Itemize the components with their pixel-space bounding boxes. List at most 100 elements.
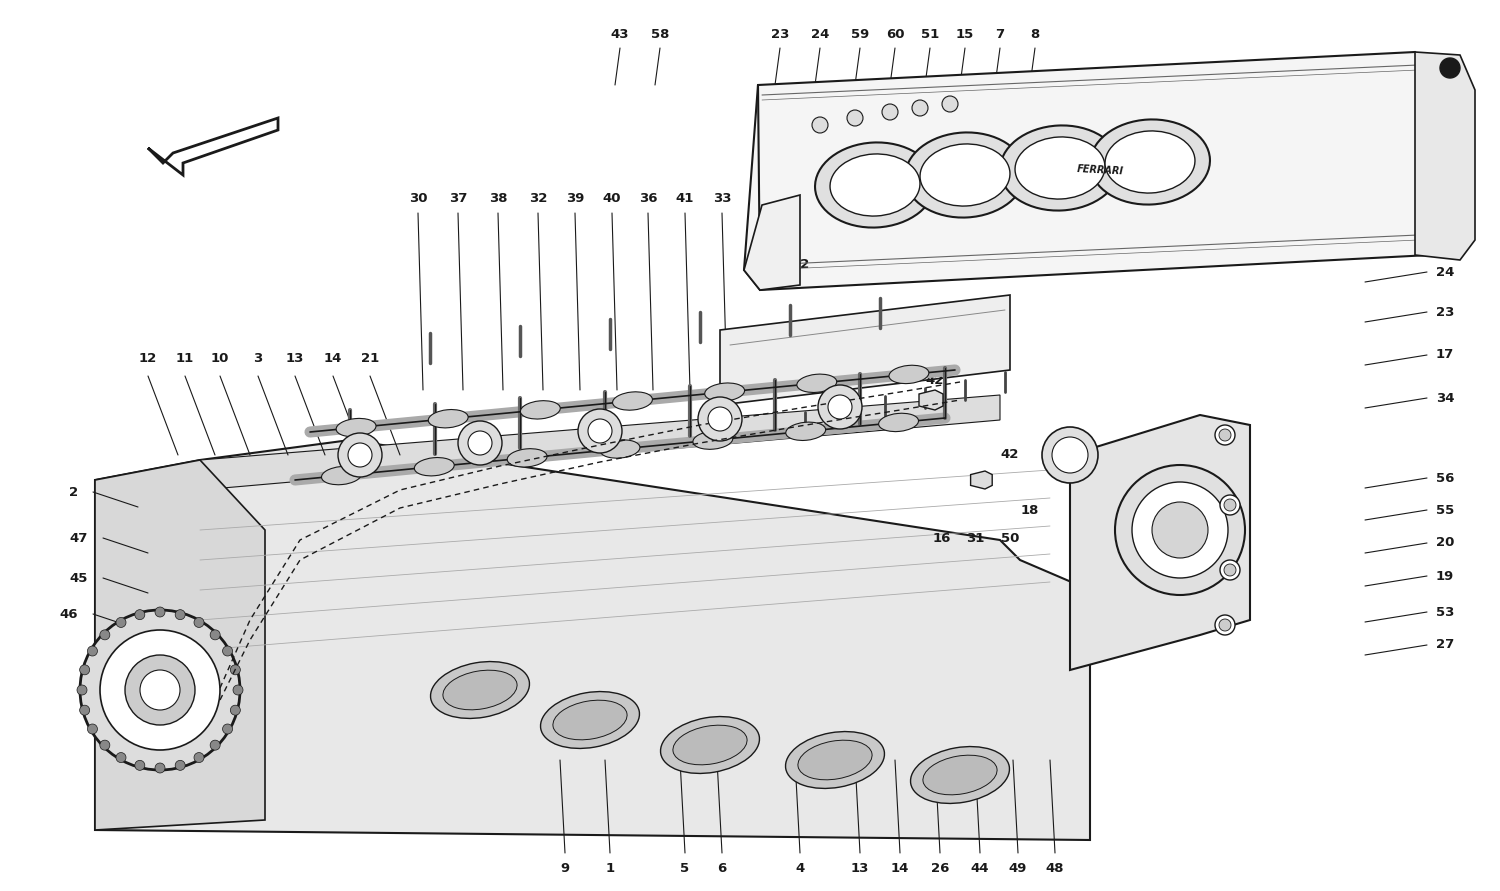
Circle shape: [76, 685, 87, 695]
Circle shape: [708, 407, 732, 431]
Circle shape: [210, 630, 220, 640]
Ellipse shape: [414, 458, 454, 476]
Circle shape: [210, 740, 220, 750]
Ellipse shape: [520, 401, 561, 419]
Text: 17: 17: [1436, 348, 1454, 362]
Ellipse shape: [321, 466, 362, 485]
Circle shape: [1152, 502, 1208, 558]
Text: 14: 14: [324, 352, 342, 364]
Polygon shape: [94, 440, 1090, 840]
Circle shape: [232, 685, 243, 695]
Ellipse shape: [910, 747, 1010, 804]
Circle shape: [100, 740, 109, 750]
Polygon shape: [94, 460, 266, 830]
Text: 41: 41: [676, 192, 694, 205]
Ellipse shape: [920, 144, 1010, 206]
Circle shape: [135, 760, 146, 771]
Text: 22: 22: [790, 258, 808, 272]
Circle shape: [812, 117, 828, 133]
Circle shape: [1042, 427, 1098, 483]
Text: 11: 11: [176, 352, 194, 364]
Text: 14: 14: [891, 862, 909, 874]
Circle shape: [588, 419, 612, 443]
Text: 16: 16: [933, 532, 951, 544]
Circle shape: [154, 607, 165, 617]
Ellipse shape: [430, 661, 530, 718]
Ellipse shape: [890, 365, 928, 384]
Text: 31: 31: [966, 532, 984, 544]
Ellipse shape: [660, 716, 759, 773]
Text: 44: 44: [970, 862, 990, 874]
Circle shape: [578, 409, 622, 453]
Circle shape: [1220, 560, 1240, 580]
Circle shape: [1224, 564, 1236, 576]
Text: 9: 9: [561, 862, 570, 874]
Polygon shape: [920, 390, 944, 410]
Ellipse shape: [815, 143, 934, 227]
Text: 25: 25: [1101, 603, 1119, 617]
Text: 15: 15: [956, 29, 974, 42]
Circle shape: [222, 646, 232, 656]
Text: 33: 33: [712, 192, 732, 205]
Polygon shape: [744, 195, 800, 290]
Text: 35: 35: [1112, 442, 1130, 454]
Ellipse shape: [879, 413, 918, 431]
Text: 13: 13: [850, 862, 868, 874]
Circle shape: [912, 100, 928, 116]
Text: 6: 6: [717, 862, 726, 874]
Circle shape: [338, 433, 382, 477]
Circle shape: [80, 705, 90, 715]
Circle shape: [1052, 437, 1088, 473]
Text: 36: 36: [639, 192, 657, 205]
Circle shape: [1114, 465, 1245, 595]
Ellipse shape: [442, 670, 518, 710]
Text: 60: 60: [885, 29, 904, 42]
Circle shape: [348, 443, 372, 467]
Text: 28: 28: [1226, 603, 1244, 617]
Text: 26: 26: [932, 862, 950, 874]
Circle shape: [140, 670, 180, 710]
Ellipse shape: [1090, 119, 1210, 205]
Circle shape: [847, 110, 862, 126]
Text: 39: 39: [566, 192, 584, 205]
Text: 2: 2: [69, 486, 78, 498]
Text: 43: 43: [610, 29, 630, 42]
Circle shape: [698, 397, 742, 441]
Text: 5: 5: [681, 862, 690, 874]
Circle shape: [176, 609, 184, 619]
Text: 55: 55: [1436, 503, 1454, 517]
Ellipse shape: [612, 392, 652, 410]
Ellipse shape: [1016, 137, 1106, 199]
Text: 4: 4: [795, 862, 804, 874]
Ellipse shape: [705, 383, 744, 401]
Circle shape: [100, 630, 109, 640]
Text: 19: 19: [1436, 569, 1454, 583]
Text: 27: 27: [1436, 639, 1454, 651]
Circle shape: [80, 665, 90, 674]
Circle shape: [942, 96, 958, 112]
Text: 23: 23: [1436, 306, 1454, 318]
Circle shape: [194, 753, 204, 763]
Text: 20: 20: [1436, 536, 1454, 550]
Text: 10: 10: [211, 352, 230, 364]
Text: 18: 18: [1022, 503, 1040, 517]
Circle shape: [194, 617, 204, 627]
Text: 23: 23: [771, 29, 789, 42]
Ellipse shape: [1000, 126, 1120, 210]
Circle shape: [87, 724, 98, 734]
Text: 24: 24: [1436, 266, 1454, 279]
Text: 54: 54: [1156, 442, 1174, 454]
Circle shape: [116, 617, 126, 627]
Text: 42: 42: [1000, 448, 1018, 462]
Ellipse shape: [798, 740, 871, 780]
Circle shape: [176, 760, 184, 771]
Text: 50: 50: [1000, 532, 1018, 544]
Ellipse shape: [904, 133, 1024, 217]
Text: 29: 29: [1142, 603, 1160, 617]
Circle shape: [154, 763, 165, 773]
Text: 45: 45: [69, 571, 88, 584]
Ellipse shape: [554, 700, 627, 740]
Text: 48: 48: [1046, 862, 1065, 874]
Text: 58: 58: [651, 29, 669, 42]
Text: 21: 21: [362, 352, 380, 364]
